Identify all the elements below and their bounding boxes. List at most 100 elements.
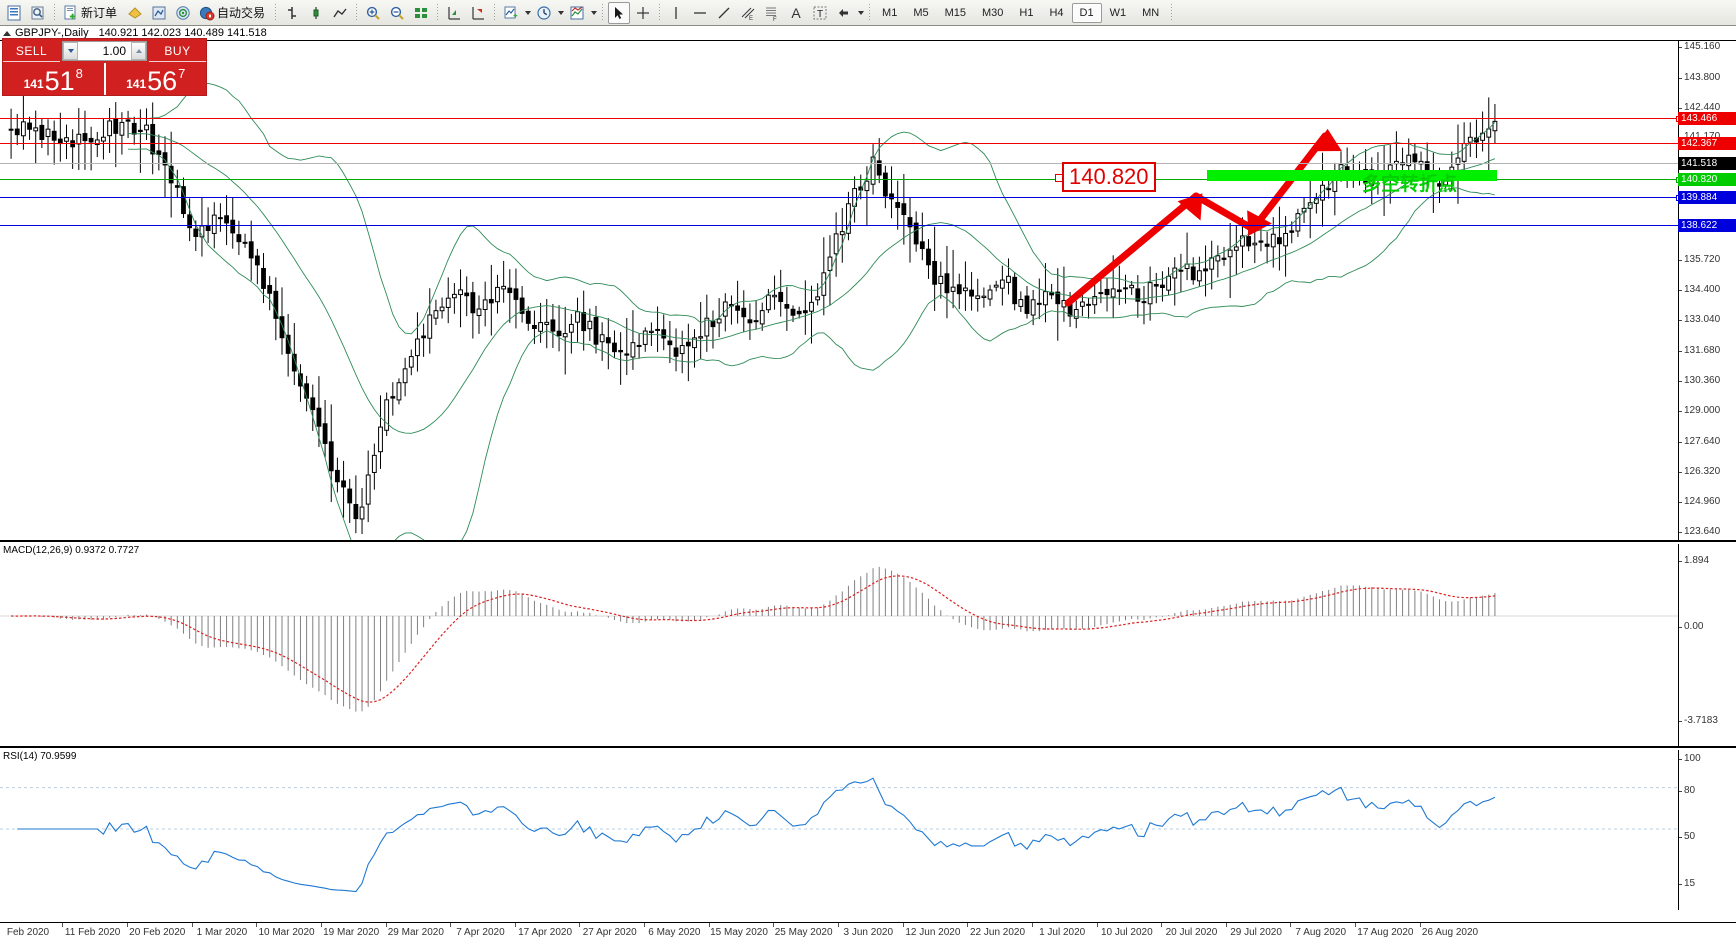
buy-button[interactable]: BUY <box>149 40 206 62</box>
svg-text:F: F <box>773 17 777 21</box>
date-tick: 7 Aug 2020 <box>1295 927 1347 938</box>
resistance-line-143466[interactable] <box>0 116 1678 122</box>
line-handle[interactable] <box>1676 195 1678 201</box>
tab-timeframe-m1[interactable]: M1 <box>882 6 898 19</box>
support-line-140820[interactable] <box>0 177 1678 183</box>
resistance-line-142367[interactable] <box>0 143 1678 144</box>
new-order-button[interactable]: 新订单 <box>60 2 122 24</box>
templates-dropdown-caret[interactable] <box>589 3 598 23</box>
tab-timeframe-m5[interactable]: M5 <box>913 6 929 19</box>
volume-increase-button[interactable] <box>131 42 146 60</box>
text-label-icon[interactable]: T <box>809 2 831 24</box>
trend-arrow-annotation[interactable] <box>0 41 1678 540</box>
terminal-icon[interactable] <box>3 2 25 24</box>
date-tick: 19 Mar 2020 <box>323 927 380 938</box>
date-tick-mark <box>837 923 839 927</box>
indicators-dropdown-caret[interactable] <box>523 3 532 23</box>
line-handle[interactable] <box>1676 116 1678 122</box>
rsi-pane[interactable]: RSI(14) 70.9599 100 80 50 15 <box>0 750 1736 910</box>
vertical-line-icon[interactable] <box>665 2 687 24</box>
date-tick-mark <box>644 923 646 927</box>
price-callout-label[interactable]: 140.820 <box>1055 162 1156 192</box>
equidistant-channel-icon[interactable]: E <box>737 2 759 24</box>
chart-shift-icon[interactable] <box>410 2 432 24</box>
chinese-annotation-text[interactable]: 多空转折点 <box>1362 173 1458 195</box>
date-tick: 1 Jul 2020 <box>1039 927 1086 938</box>
collapse-triangle-icon[interactable] <box>3 30 11 36</box>
price-tag-140820[interactable]: 140.820 <box>1678 173 1736 186</box>
date-axis-scale[interactable]: Feb 2020 11 Feb 2020 20 Feb 2020 1 Mar 2020… <box>0 922 1736 945</box>
autotrading-button[interactable]: 自动交易 <box>196 2 270 24</box>
rsi-axis-scale[interactable]: 100 80 50 15 <box>1678 750 1736 910</box>
periodicity-icon[interactable] <box>533 2 555 24</box>
tab-timeframe-m15[interactable]: M15 <box>944 6 966 19</box>
bullish-zone-highlight[interactable] <box>1207 170 1497 181</box>
sell-button[interactable]: SELL <box>3 40 60 62</box>
support-line-139884[interactable] <box>0 195 1678 201</box>
date-tick: 6 May 2020 <box>648 927 701 938</box>
tab-timeframe-h1[interactable]: H1 <box>1019 6 1034 19</box>
horizontal-line-icon[interactable] <box>689 2 711 24</box>
arrows-dropdown-caret[interactable] <box>856 3 865 23</box>
tab-timeframe-mn[interactable]: MN <box>1142 6 1160 19</box>
date-tick-mark <box>450 923 452 927</box>
one-click-trading-panel: SELL 1.00 BUY 141 51 8 141 56 7 <box>2 38 207 96</box>
main-toolbar: 新订单 自动交易 <box>0 0 1736 26</box>
tab-timeframe-w1[interactable]: W1 <box>1109 6 1127 19</box>
macd-plot-area[interactable] <box>0 544 1678 746</box>
templates-icon[interactable] <box>566 2 588 24</box>
tab-timeframe-m30[interactable]: M30 <box>982 6 1004 19</box>
chart-container[interactable]: 140.820 多空转折点 145.160143.800142.440141.1… <box>0 41 1736 922</box>
date-tick: 1 Mar 2020 <box>196 927 248 938</box>
rsi-plot-area[interactable] <box>0 750 1678 910</box>
chart-shift-marker-icon[interactable] <box>467 2 489 24</box>
indicators-icon[interactable] <box>500 2 522 24</box>
line-chart-icon[interactable] <box>329 2 351 24</box>
fibonacci-retracement-icon[interactable]: F <box>761 2 783 24</box>
tab-timeframe-d1[interactable]: D1 <box>1071 2 1102 23</box>
buy-quote[interactable]: 141 56 7 <box>103 63 207 95</box>
price-plot-area[interactable]: 140.820 多空转折点 <box>0 41 1678 540</box>
volume-input[interactable]: 1.00 <box>102 44 126 58</box>
toolbar-separator <box>54 3 55 22</box>
date-tick: 10 Jul 2020 <box>1100 927 1153 938</box>
expert-advisor-icon[interactable] <box>124 2 146 24</box>
date-tick-mark <box>1031 923 1033 927</box>
candlestick-chart-icon[interactable] <box>305 2 327 24</box>
price-axis-scale[interactable]: 145.160143.800142.440141.170139.780138.4… <box>1678 41 1736 540</box>
volume-stepper[interactable]: 1.00 <box>62 41 147 61</box>
bar-chart-icon[interactable] <box>281 2 303 24</box>
sell-quote[interactable]: 141 51 8 <box>3 63 104 95</box>
support-line-138622[interactable] <box>0 225 1678 226</box>
date-tick-mark <box>773 923 775 927</box>
trendline-icon[interactable] <box>713 2 735 24</box>
price-chart-pane[interactable]: 140.820 多空转折点 145.160143.800142.440141.1… <box>0 41 1736 540</box>
text-icon[interactable]: A <box>791 4 801 21</box>
date-tick: 29 Jul 2020 <box>1230 927 1282 938</box>
signals-icon[interactable] <box>172 2 194 24</box>
volume-decrease-button[interactable] <box>63 42 78 60</box>
price-tag-143466[interactable]: 143.466 <box>1678 112 1736 125</box>
tab-timeframe-h4[interactable]: H4 <box>1049 6 1064 19</box>
macd-axis-scale[interactable]: 1.894 0.00 -3.7183 <box>1678 544 1736 746</box>
date-tick: 17 Aug 2020 <box>1357 927 1414 938</box>
date-tick-mark <box>708 923 710 927</box>
zoom-in-icon[interactable] <box>362 2 384 24</box>
crosshair-icon[interactable] <box>632 2 654 24</box>
price-tag-139884[interactable]: 139.884 <box>1678 191 1736 204</box>
price-tag-141518[interactable]: 141.518 <box>1678 157 1736 170</box>
periodicity-dropdown-caret[interactable] <box>556 3 565 23</box>
navigator-icon[interactable] <box>148 2 170 24</box>
cursor-icon[interactable] <box>608 1 631 24</box>
pane-divider-2 <box>0 746 1736 748</box>
zoom-out-icon[interactable] <box>386 2 408 24</box>
data-window-icon[interactable] <box>27 2 49 24</box>
macd-pane[interactable]: MACD(12,26,9) 0.9372 0.7727 1.894 0.00 -3.… <box>0 544 1736 746</box>
price-tag-142367[interactable]: 142.367 <box>1678 137 1736 150</box>
date-tick: 11 Feb 2020 <box>64 927 121 938</box>
arrows-icon[interactable] <box>833 2 855 24</box>
price-tag-138622[interactable]: 138.622 <box>1678 219 1736 232</box>
line-handle[interactable] <box>1676 177 1678 183</box>
rsi-title: RSI(14) 70.9599 <box>3 751 77 762</box>
auto-scroll-icon[interactable] <box>443 2 465 24</box>
